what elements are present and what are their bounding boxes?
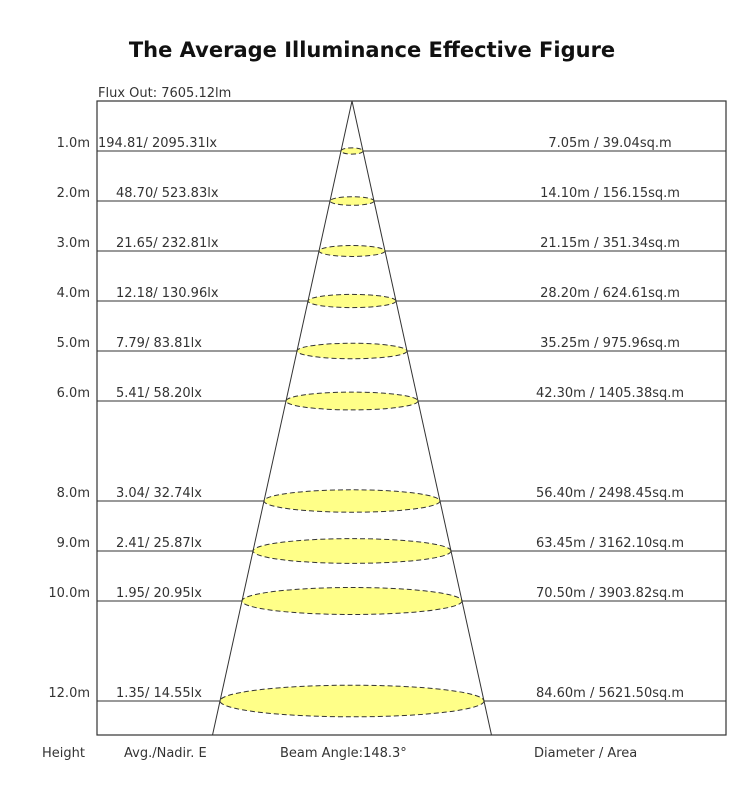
light-spot-ellipse (340, 147, 364, 155)
height-label: 4.0m (57, 286, 90, 301)
light-spot-ellipse (318, 245, 386, 257)
illuminance-label: 2.41/ 25.87lx (116, 536, 202, 551)
illuminance-label: 1.35/ 14.55lx (116, 686, 202, 701)
illuminance-label: 3.04/ 32.74lx (116, 486, 202, 501)
illuminance-label: 5.41/ 58.20lx (116, 386, 202, 401)
light-spot-ellipse (219, 684, 485, 718)
footer-beam-angle: Beam Angle:148.3° (280, 746, 407, 761)
beam-cone-right-edge (351, 100, 492, 736)
diameter-area-label: 56.40m / 2498.45sq.m (536, 486, 684, 501)
diameter-area-label: 7.05m / 39.04sq.m (548, 136, 671, 151)
diameter-area-label: 63.45m / 3162.10sq.m (536, 536, 684, 551)
footer-height: Height (42, 746, 85, 761)
footer-diameter-area: Diameter / Area (534, 746, 637, 761)
height-label: 1.0m (57, 136, 90, 151)
illuminance-label: 21.65/ 232.81lx (116, 236, 219, 251)
illuminance-label: 194.81/ 2095.31lx (98, 136, 217, 151)
light-spot-ellipse (329, 196, 375, 206)
beam-cone-left-edge (212, 100, 353, 736)
height-label: 8.0m (57, 486, 90, 501)
light-spot-ellipse (296, 342, 408, 360)
light-spot-ellipse (307, 293, 397, 309)
height-label: 2.0m (57, 186, 90, 201)
illuminance-label: 48.70/ 523.83lx (116, 186, 219, 201)
diameter-area-label: 28.20m / 624.61sq.m (540, 286, 680, 301)
diameter-area-label: 70.50m / 3903.82sq.m (536, 586, 684, 601)
illuminance-label: 7.79/ 83.81lx (116, 336, 202, 351)
height-label: 10.0m (48, 586, 90, 601)
height-label: 3.0m (57, 236, 90, 251)
diameter-area-label: 21.15m / 351.34sq.m (540, 236, 680, 251)
light-spot-ellipse (241, 587, 463, 615)
height-label: 9.0m (57, 536, 90, 551)
illuminance-label: 1.95/ 20.95lx (116, 586, 202, 601)
figure-title: The Average Illuminance Effective Figure (128, 38, 616, 62)
footer-avg-nadir: Avg./Nadir. E (124, 746, 207, 761)
diameter-area-label: 84.60m / 5621.50sq.m (536, 686, 684, 701)
diameter-area-label: 35.25m / 975.96sq.m (540, 336, 680, 351)
diagram-frame (96, 100, 727, 736)
diameter-area-label: 42.30m / 1405.38sq.m (536, 386, 684, 401)
height-label: 5.0m (57, 336, 90, 351)
light-spot-ellipse (263, 489, 441, 513)
light-spot-ellipse (285, 391, 419, 411)
flux-out-label: Flux Out: 7605.12lm (98, 86, 231, 101)
light-spot-ellipse (252, 538, 452, 564)
diameter-area-label: 14.10m / 156.15sq.m (540, 186, 680, 201)
illuminance-label: 12.18/ 130.96lx (116, 286, 219, 301)
height-label: 6.0m (57, 386, 90, 401)
height-label: 12.0m (48, 686, 90, 701)
